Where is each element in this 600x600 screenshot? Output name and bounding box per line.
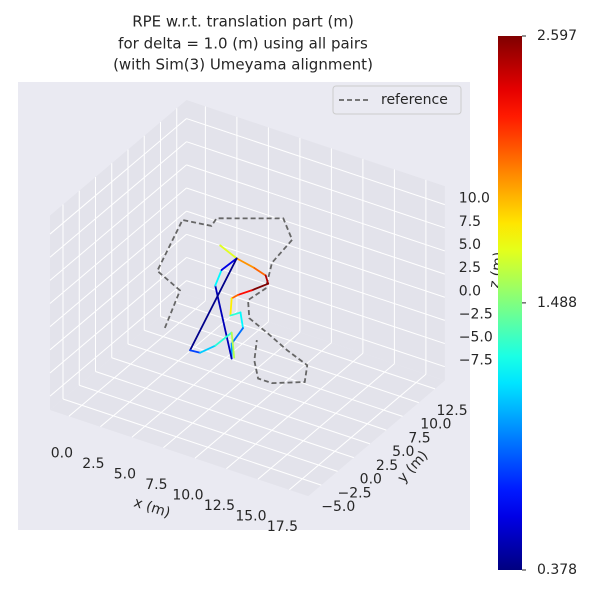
chart-title: for delta = 1.0 (m) using all pairs [118, 35, 368, 53]
trajectory-segment [219, 244, 238, 260]
x-tick-label: 15.0 [235, 508, 266, 524]
z-tick-label: −2.5 [459, 306, 493, 322]
trajectory-segment [199, 344, 217, 354]
trajectory-segment [220, 257, 238, 271]
grid-line [194, 342, 332, 459]
grid-line [49, 141, 187, 258]
grid-line [144, 329, 403, 417]
grid-line [186, 210, 445, 298]
chart-title: RPE w.r.t. translation part (m) [132, 13, 354, 31]
trajectory-segment [253, 267, 267, 277]
grid-line [186, 233, 445, 321]
y-tick-label: 10.0 [420, 417, 451, 433]
floor-pane [50, 294, 445, 497]
grid-line [111, 357, 371, 445]
grid-line [226, 352, 364, 470]
grid-line [49, 280, 187, 397]
y-tick-label: 2.5 [376, 458, 398, 474]
trajectory-segment [214, 284, 233, 360]
trajectory-segment [250, 282, 270, 292]
grid-line [186, 187, 445, 275]
grid-line [49, 118, 187, 235]
grid-line [49, 210, 187, 328]
grid-line [289, 373, 427, 491]
grid-line [186, 280, 445, 368]
trajectory-segment [230, 294, 239, 300]
z-tick-label: −5.0 [459, 330, 493, 346]
legend-label: reference [381, 92, 448, 108]
y-tick-label: 5.0 [392, 444, 414, 460]
grid-line [95, 371, 354, 459]
trajectory-segment [214, 331, 233, 347]
x-tick-label: 10.0 [172, 487, 203, 503]
trajectory-segment [230, 327, 244, 345]
z-tick-label: −7.5 [459, 353, 493, 369]
x-tick-label: 12.5 [204, 498, 235, 514]
grid-line [79, 384, 338, 472]
grid-line [49, 187, 187, 304]
grid-line [68, 300, 206, 417]
trajectory-segment [229, 297, 233, 317]
x-tick-label: 17.5 [267, 519, 298, 535]
trajectory-segment [189, 257, 238, 352]
y-tick-label: −5.0 [321, 499, 355, 515]
grid-line [49, 233, 187, 351]
trajectory-segment [189, 349, 202, 354]
side-pane [50, 100, 187, 410]
colorbar-tick-label: 0.378 [537, 562, 577, 578]
y-tick-label: 0.0 [360, 472, 382, 488]
trajectory-segment [230, 331, 236, 359]
grid-line [186, 164, 445, 252]
trajectory-segment [239, 311, 244, 329]
grid-line [186, 118, 445, 206]
grid-line [127, 343, 387, 431]
legend-box [332, 85, 462, 115]
plot-area: 0.02.55.07.510.012.515.017.5−5.0−2.50.02… [49, 100, 493, 535]
trajectory-segment [235, 257, 256, 269]
trajectory-segment [237, 289, 253, 296]
colorbar-tick-label: 1.488 [537, 295, 577, 311]
grid-line [186, 141, 445, 229]
grid-line [160, 316, 419, 404]
grid-line [131, 321, 269, 438]
x-tick-label: 2.5 [82, 456, 104, 472]
legend: reference [332, 85, 462, 115]
z-tick-label: 5.0 [459, 237, 481, 253]
trajectory-segment [214, 269, 223, 287]
z-tick-label: 2.5 [459, 260, 481, 276]
grid-line [163, 331, 301, 449]
grid-line [62, 398, 322, 486]
trajectory-segment [264, 274, 270, 285]
z-tick-label: 10.0 [459, 191, 490, 207]
reference-line [156, 217, 309, 385]
chart-title: (with Sim(3) Umeyama alignment) [113, 56, 373, 74]
y-tick-label: −2.5 [338, 485, 372, 501]
y-tick-label: 7.5 [408, 430, 430, 446]
grid-line [100, 310, 238, 428]
x-tick-label: 7.5 [145, 477, 167, 493]
grid-line [49, 164, 187, 281]
back-pane [186, 100, 445, 381]
z-tick-label: 7.5 [459, 214, 481, 230]
grid-line [176, 302, 436, 390]
grid-line [257, 363, 395, 480]
trajectory-segment [229, 311, 242, 317]
x-tick-label: 0.0 [51, 445, 73, 461]
grid-line [49, 257, 187, 374]
colorbar: 0.378 1.488 2.597 [498, 28, 577, 578]
colorbar-scale [498, 36, 522, 570]
x-tick-label: 5.0 [114, 466, 136, 482]
colorbar-tick-label: 2.597 [537, 28, 577, 44]
y-tick-label: 12.5 [436, 403, 467, 419]
z-tick-label: 0.0 [459, 283, 481, 299]
